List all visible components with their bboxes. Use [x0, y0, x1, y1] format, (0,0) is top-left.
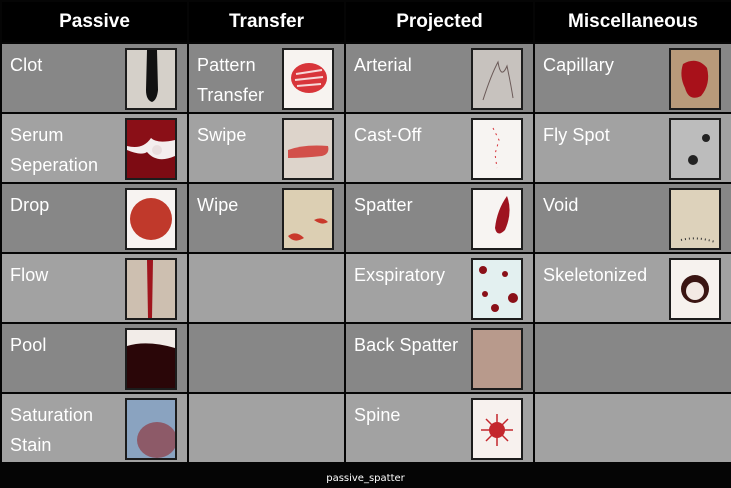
table-cell: Skeletonized: [535, 254, 731, 322]
table-cell: Spine: [346, 394, 533, 462]
table-cell: Spatter: [346, 184, 533, 252]
cell-label: Spine: [354, 405, 401, 425]
table-cell: Back Spatter: [346, 324, 533, 392]
cell-label: Saturation Stain: [10, 405, 94, 455]
empty-cell: [189, 394, 344, 462]
table-cell: Wipe: [189, 184, 344, 252]
cell-label: Wipe: [197, 195, 239, 215]
table-cell: Serum Seperation: [2, 114, 187, 182]
empty-cell: [535, 394, 731, 462]
table-cell: Pattern Transfer: [189, 44, 344, 112]
saturation-stain-image: [125, 398, 177, 460]
cell-label: Void: [543, 195, 579, 215]
cast-off-image: [471, 118, 523, 180]
cell-label: Capillary: [543, 55, 614, 75]
cell-label: Pool: [10, 335, 47, 355]
table-cell: Arterial: [346, 44, 533, 112]
cell-label: Flow: [10, 265, 49, 285]
skeletonized-image: [669, 258, 721, 320]
table-cell: Saturation Stain: [2, 394, 187, 462]
table-cell: Fly Spot: [535, 114, 731, 182]
cell-label: Swipe: [197, 125, 247, 145]
serum-separation-image: [125, 118, 177, 180]
cell-label: Arterial: [354, 55, 412, 75]
table-cell: Clot: [2, 44, 187, 112]
cell-label: Back Spatter: [354, 335, 459, 355]
void-image: [669, 188, 721, 250]
table-cell: Void: [535, 184, 731, 252]
empty-cell: [189, 254, 344, 322]
table-cell: Swipe: [189, 114, 344, 182]
cell-label: Fly Spot: [543, 125, 610, 145]
pattern-transfer-image: [282, 48, 334, 110]
bloodstain-table: Passive Transfer Projected Miscellaneous…: [2, 2, 731, 464]
cell-label: Skeletonized: [543, 265, 648, 285]
empty-cell: [535, 324, 731, 392]
spatter-image: [471, 188, 523, 250]
clot-image: [125, 48, 177, 110]
cell-label: Exspiratory: [354, 265, 446, 285]
column-header-transfer: Transfer: [189, 2, 344, 42]
cell-label: Spatter: [354, 195, 413, 215]
fly-spot-image: [669, 118, 721, 180]
swipe-image: [282, 118, 334, 180]
cell-label: Clot: [10, 55, 43, 75]
cell-label: Drop: [10, 195, 50, 215]
drop-image: [125, 188, 177, 250]
spine-image: [471, 398, 523, 460]
table-cell: Flow: [2, 254, 187, 322]
capillary-image: [669, 48, 721, 110]
flow-image: [125, 258, 177, 320]
cell-label: Cast-Off: [354, 125, 422, 145]
cell-label: Pattern Transfer: [197, 55, 265, 105]
table-cell: Drop: [2, 184, 187, 252]
expiratory-image: [471, 258, 523, 320]
column-header-miscellaneous: Miscellaneous: [535, 2, 731, 42]
arterial-image: [471, 48, 523, 110]
table-cell: Exspiratory: [346, 254, 533, 322]
wipe-image: [282, 188, 334, 250]
table-cell: Cast-Off: [346, 114, 533, 182]
back-spatter-image: [471, 328, 523, 390]
column-header-projected: Projected: [346, 2, 533, 42]
column-header-passive: Passive: [2, 2, 187, 42]
image-caption: passive_spatter: [326, 472, 405, 484]
cell-label: Serum Seperation: [10, 125, 99, 175]
pool-image: [125, 328, 177, 390]
table-cell: Pool: [2, 324, 187, 392]
table-cell: Capillary: [535, 44, 731, 112]
empty-cell: [189, 324, 344, 392]
